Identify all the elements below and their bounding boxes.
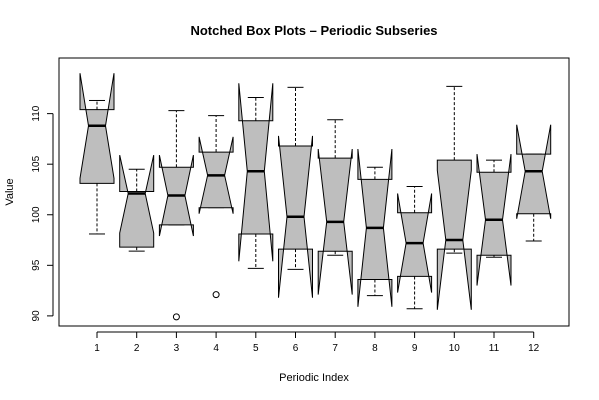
x-tick-label: 6 — [293, 343, 299, 354]
outlier-point — [172, 313, 180, 321]
box-group-10 — [436, 85, 472, 310]
x-tick-label: 7 — [332, 343, 338, 354]
y-tick-label: 90 — [31, 310, 42, 322]
box-group-1 — [79, 73, 115, 235]
x-tick-label: 1 — [94, 343, 100, 354]
x-tick-label: 5 — [253, 343, 259, 354]
x-axis: 1 2 3 4 5 6 7 8 9 10 11 12 — [94, 331, 540, 354]
chart-title: Notched Box Plots – Periodic Subseries — [190, 23, 437, 38]
box-group-5 — [238, 83, 274, 269]
outlier-point — [212, 291, 220, 299]
x-tick-label: 4 — [213, 343, 219, 354]
y-tick-label: 105 — [31, 155, 42, 172]
notched-box — [79, 73, 115, 184]
notched-box — [436, 159, 472, 310]
box-group-8 — [357, 148, 393, 307]
box-group-2 — [119, 154, 155, 252]
box-group-7 — [317, 119, 353, 295]
box-group-6 — [278, 86, 313, 298]
y-axis-label: Value — [4, 178, 16, 205]
y-tick-label: 110 — [31, 105, 42, 121]
notched-box — [119, 154, 155, 248]
x-axis-label: Periodic Index — [279, 372, 349, 384]
x-tick-label: 2 — [134, 343, 140, 354]
plot-frame — [58, 57, 570, 327]
box-group-11 — [476, 154, 512, 286]
x-tick-label: 9 — [412, 343, 418, 354]
x-tick-label: 11 — [489, 343, 500, 354]
y-tick-label: 95 — [31, 259, 42, 271]
y-axis: 90 95 100 105 110 — [31, 105, 54, 322]
x-tick-label: 3 — [174, 343, 180, 354]
x-tick-label: 10 — [449, 343, 461, 354]
box-group-9 — [397, 185, 433, 310]
boxes-layer — [79, 73, 552, 321]
box-group-4 — [198, 115, 234, 299]
x-tick-label: 8 — [372, 343, 378, 354]
x-tick-label: 12 — [528, 343, 540, 354]
box-group-3 — [158, 110, 194, 321]
box-group-12 — [516, 124, 552, 242]
y-tick-label: 100 — [31, 206, 42, 223]
